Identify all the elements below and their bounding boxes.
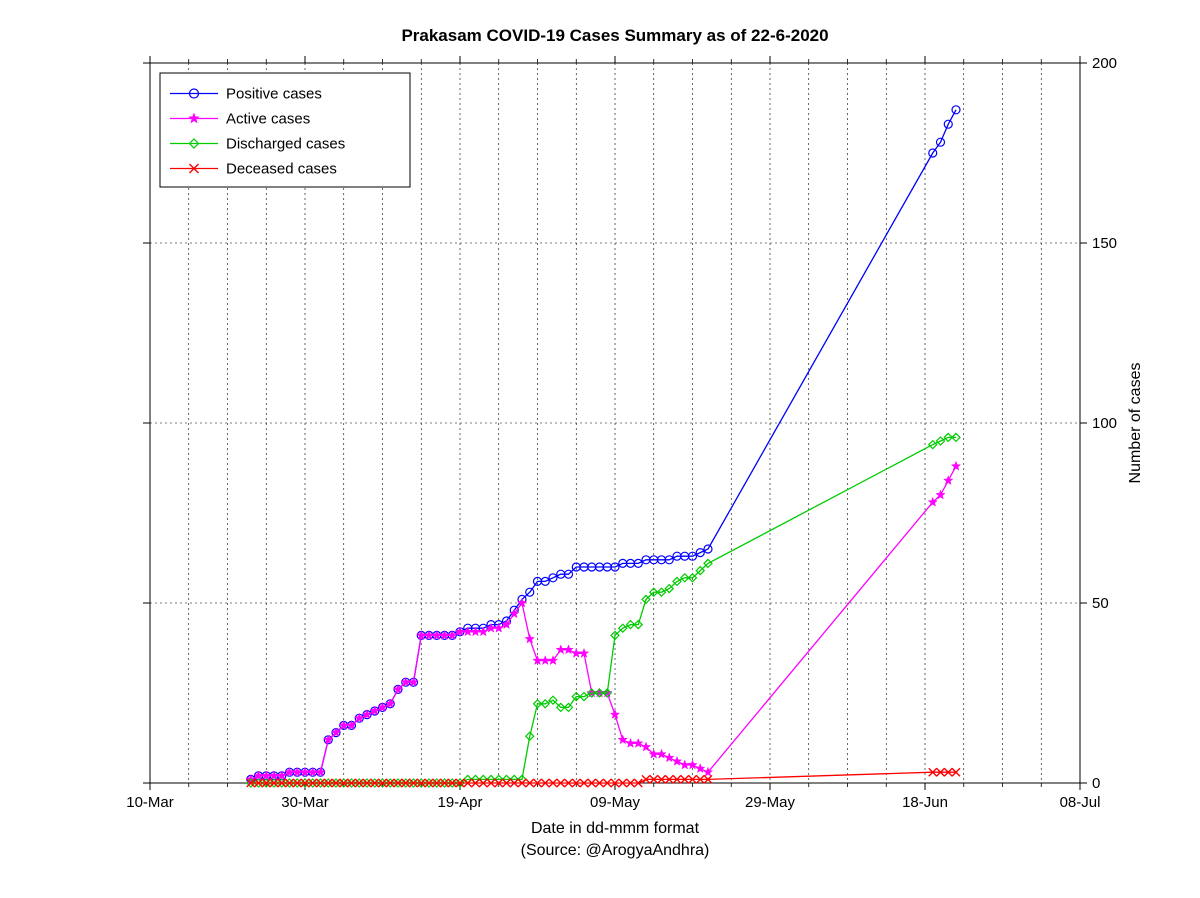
y-tick-label: 50 — [1092, 595, 1109, 612]
legend: Positive cases Active cases Discharged cas… — [160, 73, 410, 187]
x-tick-label: 10-Mar — [126, 794, 174, 811]
x-tick-label: 09-May — [590, 794, 641, 811]
legend-label: Deceased cases — [226, 161, 337, 178]
legend-label: Discharged cases — [226, 136, 345, 153]
x-axis-label: Date in dd-mmm format — [531, 820, 700, 837]
x-tick-label: 18-Jun — [902, 794, 948, 811]
chart-container: 10-Mar 30-Mar 19-Apr 09-May 29-May 18-Jun 08-J… — [0, 0, 1200, 898]
x-tick-label: 29-May — [745, 794, 796, 811]
y-tick-label: 200 — [1092, 55, 1117, 72]
y-tick-label: 150 — [1092, 235, 1117, 252]
chart-svg: 10-Mar 30-Mar 19-Apr 09-May 29-May 18-Jun 08-J… — [0, 0, 1200, 898]
x-tick-label: 19-Apr — [437, 794, 482, 811]
y-tick-label: 100 — [1092, 415, 1117, 432]
x-axis-sublabel: (Source: @ArogyaAndhra) — [521, 842, 710, 859]
y-axis-label: Number of cases — [1127, 363, 1144, 484]
y-tick-label: 0 — [1092, 775, 1100, 792]
chart-title: Prakasam COVID-19 Cases Summary as of 22… — [401, 26, 828, 45]
x-tick-label: 30-Mar — [281, 794, 329, 811]
legend-label: Active cases — [226, 111, 310, 128]
legend-label: Positive cases — [226, 86, 322, 103]
x-tick-label: 08-Jul — [1060, 794, 1101, 811]
